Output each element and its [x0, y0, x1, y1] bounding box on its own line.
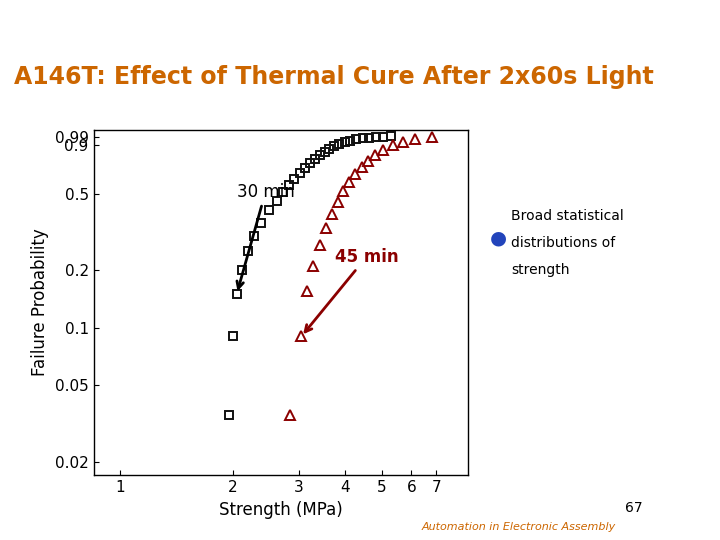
X-axis label: Strength (MPa): Strength (MPa)	[219, 501, 343, 518]
Y-axis label: Failure Probability: Failure Probability	[31, 228, 49, 376]
Text: ●: ●	[490, 228, 507, 247]
Text: 30 min: 30 min	[237, 183, 294, 288]
Text: Automation in Electronic Assembly: Automation in Electronic Assembly	[421, 522, 616, 531]
Text: distributions of: distributions of	[511, 236, 616, 250]
Text: A146T: Effect of Thermal Cure After 2x60s Light: A146T: Effect of Thermal Cure After 2x60…	[14, 65, 654, 89]
Text: strength: strength	[511, 263, 570, 277]
Text: 45 min: 45 min	[305, 247, 399, 332]
Text: Broad statistical: Broad statistical	[511, 209, 624, 223]
Text: Universal: Universal	[604, 26, 663, 39]
Text: 67: 67	[625, 501, 642, 515]
